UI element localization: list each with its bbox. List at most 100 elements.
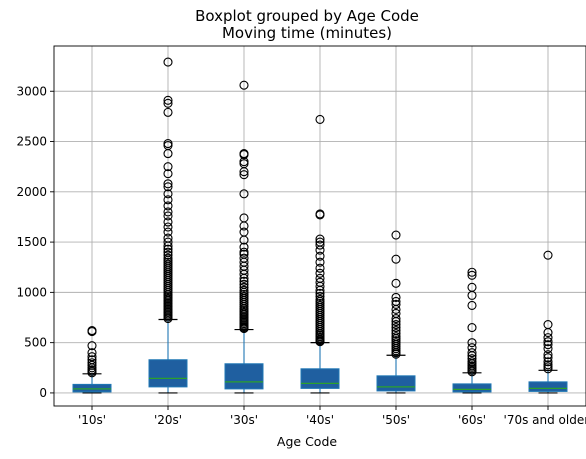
outlier-point	[543, 333, 553, 343]
chart-subtitle: Moving time (minutes)	[222, 24, 392, 42]
box-iqr	[452, 383, 492, 393]
box-group	[300, 114, 340, 394]
box-group	[376, 230, 416, 394]
outlier-point	[163, 237, 173, 247]
outlier-point	[315, 257, 325, 267]
outlier-point	[391, 326, 401, 336]
x-axis-ticks: '10s' '20s' '30s' '40s' '50s' '60s' '70s and o…	[78, 406, 586, 427]
outlier-point	[163, 57, 173, 67]
outlier-point	[315, 268, 325, 278]
outlier-point	[467, 338, 477, 348]
outlier-point	[239, 189, 249, 199]
outlier-point	[391, 313, 401, 324]
x-axis-label: Age Code	[277, 434, 337, 449]
box-group	[72, 326, 112, 394]
outlier-point	[87, 352, 97, 362]
outlier-point	[315, 263, 325, 273]
outlier-point	[315, 240, 325, 250]
outlier-point	[239, 282, 249, 292]
box-iqr	[300, 368, 340, 389]
x-tick-label: '60s'	[458, 413, 486, 427]
outlier-point	[163, 95, 173, 105]
outlier-point	[239, 247, 249, 257]
outlier-point	[391, 254, 401, 264]
y-tick-label: 1500	[16, 235, 47, 249]
outlier-point	[391, 323, 401, 333]
outlier-point	[239, 253, 249, 263]
outlier-point	[163, 222, 173, 232]
outlier-point	[467, 357, 477, 367]
outlier-point	[315, 251, 325, 261]
outlier-point	[163, 189, 173, 199]
outlier-point	[543, 250, 553, 260]
outlier-point	[163, 179, 173, 189]
outlier-point	[467, 343, 477, 353]
plot-frame	[53, 45, 586, 407]
y-tick-label: 2500	[16, 135, 47, 149]
y-axis-ticks: 0 500 1000 1500 2000 2500 3000	[16, 84, 54, 400]
outlier-point	[163, 253, 173, 263]
x-tick-label: '30s'	[230, 413, 258, 427]
outlier-point	[239, 242, 249, 252]
outlier-point	[467, 348, 477, 358]
outlier-point	[543, 350, 553, 360]
outlier-point	[315, 294, 325, 304]
outlier-point	[163, 244, 173, 254]
outlier-point	[391, 230, 401, 240]
x-tick-label: '20s'	[154, 413, 182, 427]
outlier-point	[163, 247, 173, 257]
outlier-point	[239, 213, 249, 223]
y-tick-label: 3000	[16, 84, 47, 98]
outlier-point	[467, 270, 477, 280]
outlier-point	[163, 169, 173, 179]
outlier-point	[543, 360, 553, 370]
box-group	[452, 267, 492, 394]
outlier-point	[87, 358, 97, 368]
outlier-point	[163, 195, 173, 205]
x-tick-label: '10s'	[78, 413, 106, 427]
y-tick-label: 500	[24, 336, 47, 350]
box-iqr	[528, 381, 568, 392]
outlier-point	[239, 276, 249, 286]
outlier-point	[163, 138, 173, 149]
x-tick-label: '50s'	[382, 413, 410, 427]
outlier-point	[543, 357, 553, 367]
outlier-point	[163, 182, 173, 192]
box-iqr	[148, 359, 188, 388]
outlier-point	[239, 149, 249, 159]
outlier-point	[163, 233, 173, 243]
outlier-point	[163, 250, 173, 260]
outlier-point	[391, 332, 401, 342]
outlier-point	[163, 98, 173, 108]
x-tick-label: '70s and older'	[504, 413, 586, 427]
y-tick-label: 2000	[16, 185, 47, 199]
box-group	[528, 250, 568, 394]
outlier-point	[391, 299, 401, 309]
boxes-layer	[72, 57, 568, 394]
outlier-point	[543, 340, 553, 350]
outlier-point	[543, 319, 553, 330]
box-iqr	[224, 363, 264, 390]
outlier-point	[543, 337, 553, 347]
box-iqr	[376, 375, 416, 392]
outlier-point	[163, 211, 173, 221]
outlier-point	[315, 209, 325, 219]
outlier-point	[391, 296, 401, 306]
outlier-point	[315, 273, 325, 283]
outlier-point	[543, 344, 553, 354]
outlier-point	[391, 319, 401, 330]
outlier-point	[315, 114, 325, 124]
outlier-point	[391, 308, 401, 319]
outlier-point	[87, 341, 97, 351]
outlier-point	[391, 329, 401, 339]
outlier-point	[391, 278, 401, 288]
outlier-point	[239, 80, 249, 90]
outlier-point	[163, 107, 173, 117]
outlier-point	[87, 348, 97, 358]
outlier-point	[467, 267, 477, 277]
outlier-point	[315, 288, 325, 298]
outlier-point	[239, 227, 249, 237]
outlier-point	[163, 162, 173, 172]
outlier-point	[315, 234, 325, 244]
